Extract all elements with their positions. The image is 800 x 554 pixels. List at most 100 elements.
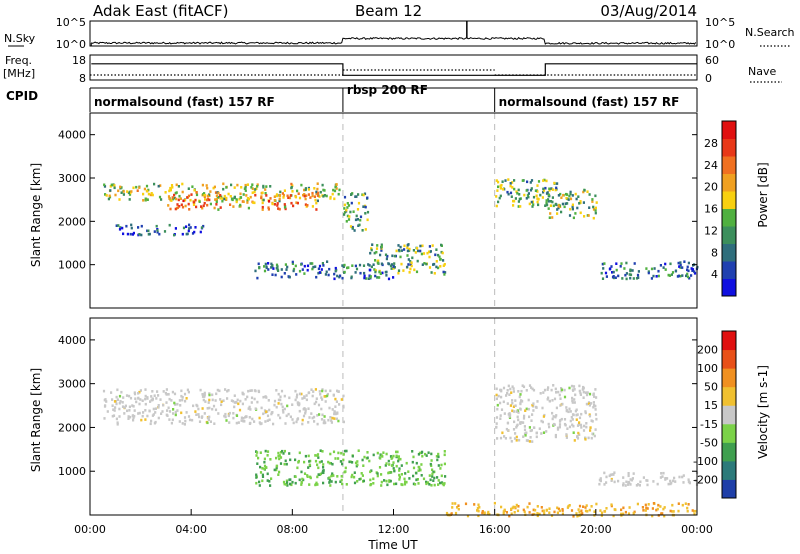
power-cell-742 xyxy=(556,208,559,211)
velocity-cell-131 xyxy=(329,416,332,419)
velocity-cell-725 xyxy=(412,474,415,478)
power-cell-130 xyxy=(132,186,135,190)
power-cell-840 xyxy=(560,210,563,214)
velocity-cell-885 xyxy=(510,440,513,443)
velocity-cell-432 xyxy=(337,457,340,460)
power-cell-115 xyxy=(318,195,321,198)
power-cell-929 xyxy=(678,265,681,268)
power-cell-587 xyxy=(407,263,410,266)
velocity-cell-197 xyxy=(186,388,189,392)
velocity-cell-88 xyxy=(162,390,165,393)
velocity-cell-316 xyxy=(137,392,140,395)
velocity-cell-172 xyxy=(115,395,118,399)
noise-left-tick-bottom: 10^0 xyxy=(56,38,86,51)
velocity-cell-749 xyxy=(289,482,292,486)
velocity-cell-769 xyxy=(541,406,544,410)
power-cell-621 xyxy=(443,273,446,276)
velocity-cell-651 xyxy=(404,472,407,475)
power-cell-660 xyxy=(370,247,373,250)
velocity-cell-23 xyxy=(336,389,339,393)
velocity-cell-1214 xyxy=(473,503,476,506)
velocity-cell-50 xyxy=(247,407,250,410)
velocity-cell-836 xyxy=(531,403,534,407)
velocity-cell-922 xyxy=(495,387,498,391)
power-panel-frame xyxy=(89,112,698,309)
power-cell-935 xyxy=(681,274,684,277)
velocity-cell-897 xyxy=(515,424,518,428)
power-cell-439 xyxy=(348,215,351,218)
power-cell-676 xyxy=(415,270,419,274)
power-cell-216 xyxy=(304,203,307,206)
velocity-cell-1267 xyxy=(534,508,537,512)
power-cell-400 xyxy=(346,214,349,218)
velocity-cell-750 xyxy=(258,480,261,484)
velocity-cell-369 xyxy=(266,419,269,422)
velocity-cell-570 xyxy=(316,483,319,486)
power-cell-370 xyxy=(188,223,191,227)
power-cell-631 xyxy=(426,251,429,255)
noise-right-tick-bottom: 10^0 xyxy=(705,38,735,51)
velocity-cell-260 xyxy=(316,414,319,417)
velocity-cell-40 xyxy=(134,397,137,400)
power-cell-217 xyxy=(288,196,292,200)
velocity-cell-278 xyxy=(265,410,268,413)
power-cell-702 xyxy=(531,205,534,208)
power-cell-489 xyxy=(374,274,377,278)
velocity-cell-703 xyxy=(372,482,375,485)
power-cell-811 xyxy=(595,201,598,204)
power-cell-448 xyxy=(292,269,295,273)
velocity-cell-638 xyxy=(261,479,264,483)
velocity-cell-1182 xyxy=(576,514,579,518)
power-cell-207 xyxy=(213,185,216,189)
velocity-cell-633 xyxy=(328,461,331,465)
power-cell-575 xyxy=(379,272,382,275)
power-cell-844 xyxy=(568,214,572,217)
velocity-cell-1136 xyxy=(612,514,615,518)
frequency-tick-bottom: 8 xyxy=(79,72,86,85)
velocity-cell-1196 xyxy=(502,510,505,513)
power-cell-343 xyxy=(217,191,220,195)
power-cell-116 xyxy=(337,192,340,196)
velocity-cell-896 xyxy=(580,412,583,416)
velocity-cell-630 xyxy=(395,454,398,458)
velocity-cell-977 xyxy=(496,403,499,407)
power-cell-330 xyxy=(286,194,289,198)
velocity-cell-874 xyxy=(559,404,562,407)
power-cell-539 xyxy=(343,263,346,267)
velocity-cell-710 xyxy=(255,476,258,479)
velocity-cell-621 xyxy=(268,480,271,483)
power-cell-242 xyxy=(306,204,309,207)
velocity-cell-170 xyxy=(132,416,135,419)
velocity-cell-453 xyxy=(393,482,396,486)
power-colorbar-swatch-9 xyxy=(722,138,736,157)
power-cell-34 xyxy=(265,185,268,188)
velocity-cell-1023 xyxy=(560,388,564,392)
power-cell-775 xyxy=(525,189,528,192)
velocity-cell-1131 xyxy=(622,506,625,510)
power-cell-888 xyxy=(686,268,689,272)
velocity-cell-337 xyxy=(238,408,242,412)
power-cell-375 xyxy=(156,230,159,234)
velocity-cell-1272 xyxy=(567,504,570,508)
velocity-cell-1161 xyxy=(500,505,503,509)
power-cell-525 xyxy=(362,264,366,267)
velocity-cell-1165 xyxy=(523,510,526,513)
power-cell-405 xyxy=(363,192,367,196)
power-cell-639 xyxy=(406,254,409,257)
velocity-cell-957 xyxy=(592,392,595,396)
velocity-cell-169 xyxy=(298,409,301,413)
velocity-cell-1254 xyxy=(691,509,694,512)
velocity-cell-17 xyxy=(207,418,210,421)
power-cell-441 xyxy=(362,205,365,208)
power-cell-927 xyxy=(647,270,650,273)
power-cell-508 xyxy=(327,273,330,277)
velocity-cell-915 xyxy=(573,398,576,401)
velocity-cell-431 xyxy=(327,460,330,464)
power-cell-42 xyxy=(187,194,191,198)
power-cell-112 xyxy=(331,192,334,196)
velocity-cell-330 xyxy=(149,422,152,426)
velocity-cell-614 xyxy=(395,450,398,454)
velocity-cell-748 xyxy=(275,464,279,468)
power-cell-856 xyxy=(546,191,549,194)
